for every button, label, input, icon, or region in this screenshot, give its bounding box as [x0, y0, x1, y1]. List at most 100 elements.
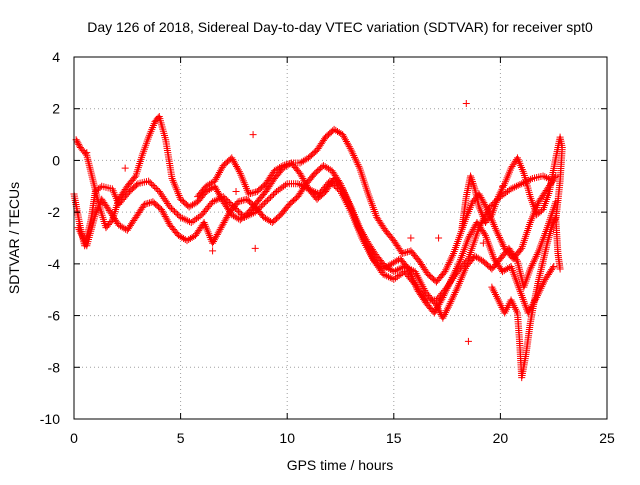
data-point — [224, 197, 232, 205]
x-tick-label: 0 — [70, 430, 78, 446]
data-point — [451, 268, 459, 276]
data-point — [241, 196, 249, 204]
data-point — [146, 179, 154, 187]
x-tick-label: 25 — [599, 430, 615, 446]
data-point — [368, 252, 376, 260]
y-tick-label: -4 — [48, 256, 61, 272]
data-point — [551, 215, 559, 223]
data-point — [354, 221, 362, 229]
data-point — [144, 199, 152, 207]
data-point — [277, 163, 285, 171]
data-point — [79, 233, 87, 241]
x-tick-label: 5 — [177, 430, 185, 446]
data-point — [487, 212, 495, 220]
data-point — [449, 294, 457, 302]
data-point — [83, 149, 91, 157]
data-point — [360, 236, 368, 244]
data-point — [80, 236, 88, 244]
data-point — [152, 185, 160, 193]
data-point — [358, 230, 366, 238]
data-point — [284, 160, 292, 168]
series-track-f — [488, 213, 560, 382]
data-point — [369, 254, 377, 262]
data-point — [263, 196, 271, 204]
data-point — [350, 152, 358, 160]
data-point — [196, 212, 204, 220]
data-point — [276, 185, 284, 193]
series-track-d — [194, 125, 560, 286]
data-point — [265, 195, 273, 203]
data-point — [247, 190, 255, 198]
data-point — [537, 284, 545, 292]
data-point — [172, 209, 180, 217]
data-point — [294, 180, 302, 188]
data-point — [452, 265, 460, 273]
data-point — [193, 215, 201, 223]
data-point — [234, 207, 242, 215]
data-point — [73, 137, 81, 145]
data-point — [234, 198, 242, 206]
data-point — [514, 181, 522, 189]
data-point — [355, 162, 363, 170]
y-tick-label: 4 — [52, 49, 60, 65]
data-point — [151, 183, 159, 191]
data-point — [441, 268, 449, 276]
data-point — [166, 203, 174, 211]
data-point — [75, 225, 83, 233]
data-point — [552, 213, 560, 221]
data-point — [539, 172, 547, 180]
data-point — [445, 259, 453, 267]
y-tick-label: -8 — [48, 359, 61, 375]
data-point — [453, 263, 461, 271]
data-point — [171, 207, 179, 215]
data-point — [259, 201, 267, 209]
data-point — [390, 268, 398, 276]
data-point — [453, 285, 461, 293]
data-point — [449, 292, 457, 300]
data-point — [529, 260, 537, 268]
y-tick-label: 2 — [52, 101, 60, 117]
data-point — [121, 164, 129, 172]
data-point — [280, 182, 288, 190]
data-point — [447, 298, 455, 306]
data-point — [145, 177, 153, 185]
data-point — [249, 131, 257, 139]
chart-title: Day 126 of 2018, Sidereal Day-to-day VTE… — [87, 19, 593, 35]
data-point — [504, 187, 512, 195]
data-point — [357, 228, 365, 236]
data-point — [250, 188, 258, 196]
data-point — [354, 161, 362, 169]
data-point — [281, 181, 289, 189]
data-point — [366, 248, 374, 256]
data-point — [252, 188, 260, 196]
data-point — [365, 246, 373, 254]
data-point — [182, 216, 190, 224]
data-point — [495, 232, 503, 240]
data-point — [393, 273, 401, 281]
data-point — [365, 245, 373, 253]
data-point — [550, 262, 558, 270]
data-point — [526, 265, 534, 273]
data-point — [462, 100, 470, 108]
data-point — [260, 199, 268, 207]
data-point — [444, 283, 452, 291]
data-point — [455, 259, 463, 267]
data-point — [209, 247, 217, 255]
data-point — [77, 229, 85, 237]
data-point — [479, 239, 487, 247]
data-point — [82, 150, 90, 158]
x-axis-label: GPS time / hours — [287, 457, 394, 473]
data-point — [279, 162, 287, 170]
data-point — [441, 290, 449, 298]
data-point — [446, 257, 454, 265]
data-point — [527, 263, 535, 271]
series-track-c — [74, 162, 558, 317]
data-point — [359, 232, 367, 240]
data-point — [148, 180, 156, 188]
axis-ticks: 0 5 10 15 20 25 -10 -8 -6 -4 -2 0 2 4 — [40, 49, 615, 446]
data-point — [353, 159, 361, 167]
data-point — [360, 234, 368, 242]
data-point — [444, 262, 452, 270]
data-point — [550, 218, 558, 226]
